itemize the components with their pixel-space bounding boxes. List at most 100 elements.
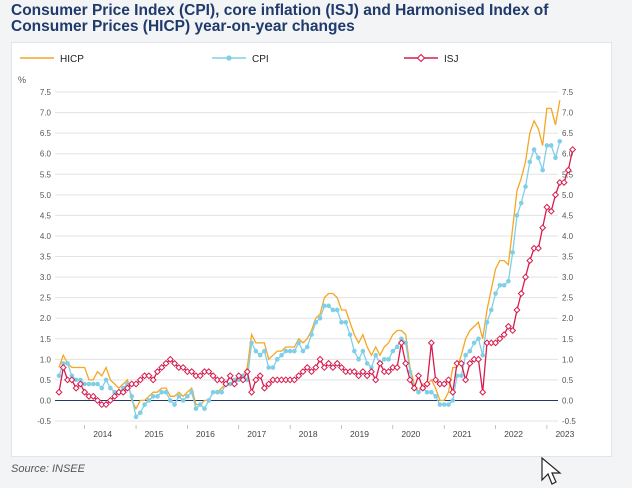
data-point [518,200,524,206]
y-tick-label: 0.5 [562,376,574,385]
data-point [248,388,256,396]
data-point [185,394,190,399]
data-point [206,398,212,403]
y-tick-label: 1.5 [562,335,574,344]
data-point [215,389,220,395]
data-point [125,381,130,387]
data-point [256,372,264,380]
data-point [189,389,194,395]
y-tick-label: 6.5 [562,129,574,138]
data-point [262,348,267,354]
data-point [108,385,113,391]
data-point [82,381,87,387]
data-point [95,381,100,387]
data-point [69,373,75,379]
data-point [406,376,414,384]
data-point [56,373,62,379]
data-point [329,364,337,372]
data-point [145,372,153,380]
grid [55,91,558,422]
data-point [227,381,233,387]
data-point [394,344,400,350]
data-point [112,389,117,395]
data-point [446,402,451,407]
data-point [326,303,331,309]
data-point [210,389,216,395]
data-point [543,203,551,211]
data-point [142,402,147,407]
x-tick-label: 2020 [401,429,420,439]
data-point [111,392,119,400]
x-tick-label: 2019 [350,429,369,439]
data-point [197,402,203,407]
data-point [369,365,374,370]
series-layer [55,100,577,420]
data-point [243,368,251,376]
data-point [73,377,79,383]
data-point [386,357,391,362]
data-point [463,352,468,358]
line-chart: HICP CPI ISJ % -0.5 0.0 0.5 1.0 1.5 2.0 2.5 3.0 3.… [18,53,577,439]
data-point [364,361,370,366]
legend-item-cpi: CPI [212,54,269,65]
data-point [497,282,503,288]
y-tick-label: 4.0 [40,232,52,241]
data-point [292,348,297,354]
data-point [188,368,196,376]
y-tick-label: 0.0 [562,396,574,405]
data-point [457,359,465,367]
data-point [149,376,157,384]
data-point [544,143,550,148]
data-point [493,291,498,296]
data-point [363,372,371,380]
y-tick-label: 4.5 [40,211,52,220]
data-point [167,398,173,403]
data-point [222,380,230,388]
chart-card: HICP CPI ISJ % -0.5 0.0 0.5 1.0 1.5 2.0 2.5 3.0 3.… [11,42,612,457]
data-point [488,307,494,313]
data-point [295,372,303,380]
data-point [176,394,182,399]
data-point [94,396,102,404]
y-tick-label: 6.0 [40,150,52,159]
data-point [450,398,456,403]
source-note: Source: INSEE [11,463,85,475]
y-tick-label: 7.0 [40,109,52,118]
y-tick-label: 3.5 [40,253,52,262]
data-point [548,143,554,148]
data-point [312,364,320,372]
y-tick-label: 5.0 [40,191,52,200]
y-tick-label: 7.5 [40,88,52,97]
data-point [90,381,96,387]
data-point [393,364,401,372]
data-point [480,352,486,358]
x-tick-label: 2023 [555,429,574,439]
data-point [103,377,109,383]
data-point [253,348,259,354]
data-point [459,373,464,379]
data-point [479,388,487,396]
chart-title: Consumer Price Index (CPI), core inflati… [11,2,549,35]
data-point [270,365,276,370]
data-point [316,355,324,363]
data-point [551,191,559,199]
data-point [484,320,490,325]
data-point [330,307,336,313]
data-point [432,376,440,384]
mouse-pointer-icon [541,456,562,485]
data-point [300,348,306,354]
data-point [423,380,431,388]
data-point [153,368,161,376]
data-point [123,384,131,392]
data-point [166,355,174,363]
data-point [76,380,84,388]
data-point [102,401,110,409]
y-tick-label: 4.5 [562,211,574,220]
data-point [466,359,474,367]
data-point [444,376,452,384]
data-point [476,336,481,342]
x-tick-label: 2014 [93,429,112,439]
data-point [120,385,126,391]
data-point [249,340,254,346]
data-point [373,352,379,358]
